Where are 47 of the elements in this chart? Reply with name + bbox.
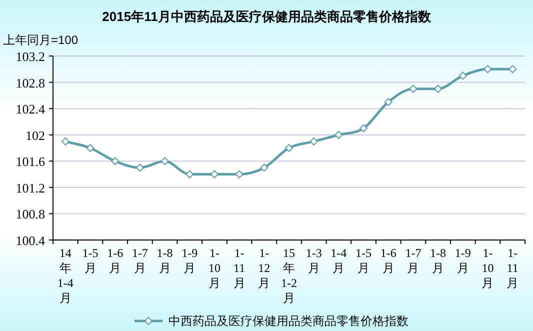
point [360, 124, 368, 132]
point [111, 157, 120, 166]
point [86, 144, 94, 152]
x-tick-label: 1-5月 [82, 246, 98, 275]
x-tick-label: 14年1-4月 [57, 246, 74, 305]
point [484, 65, 492, 74]
point [384, 98, 392, 106]
point [160, 157, 169, 166]
point [285, 144, 293, 152]
y-tick-label: 101.6 [16, 154, 46, 170]
x-tick-label: 1-8月 [156, 246, 173, 275]
point [260, 164, 268, 172]
x-tick-label: 1-11月 [233, 246, 246, 290]
x-tick-label: 1-4月 [330, 246, 347, 275]
x-tick-label: 1-10月 [482, 246, 494, 290]
point [334, 130, 343, 139]
x-tick-label: 1-5月 [356, 246, 372, 275]
point [310, 137, 318, 146]
point [508, 65, 517, 74]
x-tick-label: 1-12月 [258, 246, 270, 290]
point [458, 72, 467, 80]
legend-label: 中西药品及医疗保健用品类商品零售价格指数 [168, 314, 408, 328]
y-tick-label: 100.4 [16, 233, 46, 248]
x-tick-label: 1-7月 [405, 246, 422, 275]
y-tick-label: 100.8 [16, 206, 45, 222]
x-tick-label: 1-11月 [506, 246, 519, 290]
y-tick-label: 101.2 [16, 180, 45, 196]
x-tick-label: 1-9月 [182, 246, 198, 275]
y-tick-label: 103.2 [16, 49, 45, 64]
x-tick-label: 1-8月 [430, 246, 446, 275]
y-tick-label: 102.4 [16, 102, 46, 117]
y-axis-title: 上年同月=100 [3, 33, 78, 47]
x-tick-label: 1-9月 [454, 246, 471, 275]
point [434, 84, 442, 93]
point [61, 137, 70, 146]
x-tick-label: 1-6月 [107, 246, 124, 275]
x-tick-label: 1-3月 [306, 246, 322, 275]
y-tick-label: 102 [26, 128, 45, 143]
chart-title: 2015年11月中西药品及医疗保健用品类商品零售价格指数 [102, 9, 432, 24]
point [409, 84, 418, 93]
point [136, 164, 144, 172]
point [235, 170, 244, 178]
y-tick-label: 102.8 [16, 75, 45, 90]
x-tick-label: 1-7月 [132, 246, 148, 275]
x-tick-label: 1-6月 [380, 246, 396, 275]
x-tick-label: 15年1-2月 [281, 246, 297, 305]
x-tick-label: 1-10月 [208, 246, 220, 290]
